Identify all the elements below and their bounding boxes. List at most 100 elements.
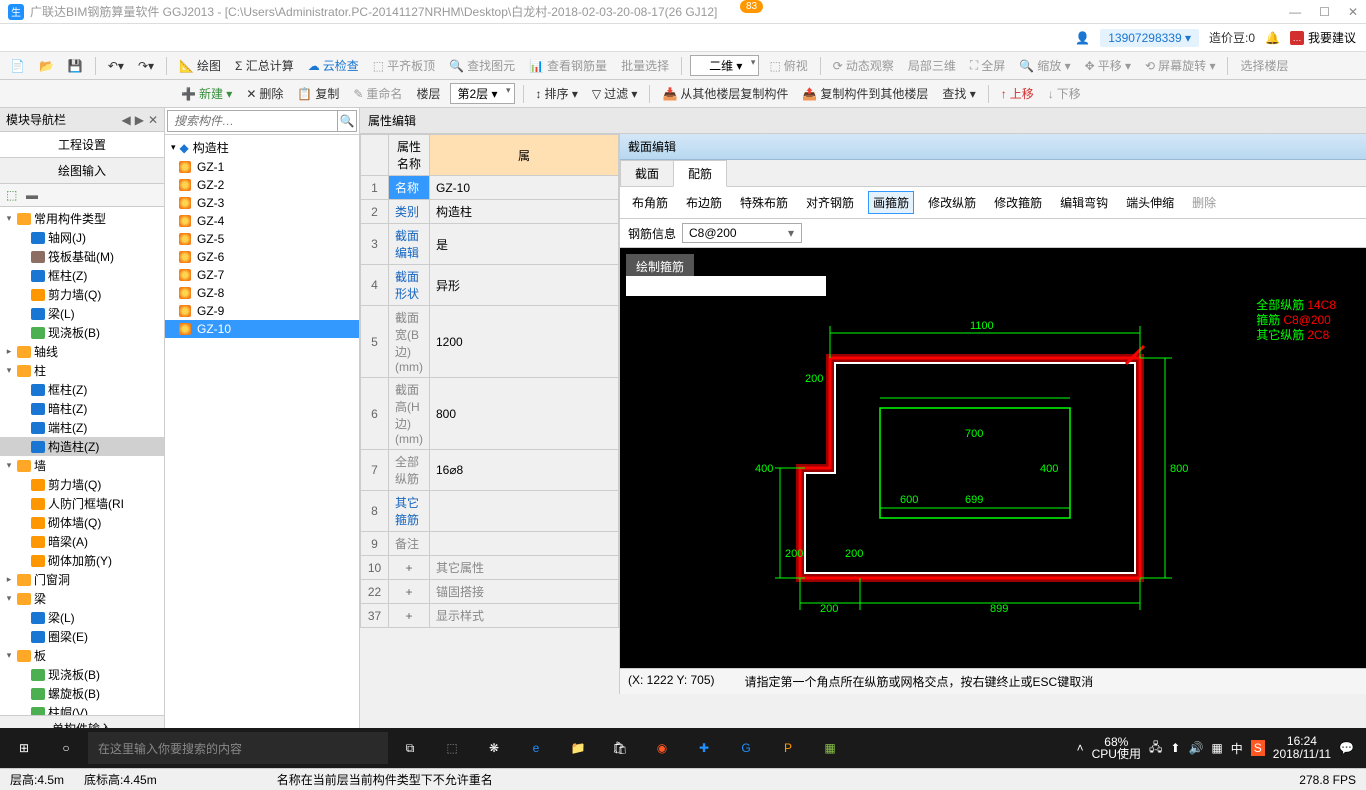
- find-button[interactable]: 🔍查找图元: [445, 55, 519, 76]
- sum-button[interactable]: Σ 汇总计算: [231, 55, 298, 76]
- gz-item[interactable]: GZ-7: [165, 266, 359, 284]
- tree-item[interactable]: 螺旋板(B): [0, 684, 164, 703]
- tree-item[interactable]: ▸门窗洞: [0, 570, 164, 589]
- gz-item[interactable]: GZ-2: [165, 176, 359, 194]
- topview-button[interactable]: ⬚俯视: [765, 55, 811, 76]
- section-tool[interactable]: 画箍筋: [868, 191, 914, 214]
- tree-item[interactable]: 轴网(J): [0, 228, 164, 247]
- tree-item[interactable]: 现浇板(B): [0, 323, 164, 342]
- cortana-icon[interactable]: ○: [46, 730, 86, 766]
- explorer-icon[interactable]: 📁: [558, 730, 598, 766]
- gz-item[interactable]: GZ-3: [165, 194, 359, 212]
- dim-combo[interactable]: 二维 ▾: [690, 55, 759, 76]
- copy-button[interactable]: 📋复制: [293, 83, 343, 104]
- bell-icon[interactable]: 🔔: [1265, 31, 1280, 45]
- select-floor-button[interactable]: 选择楼层: [1236, 55, 1292, 76]
- app-6-icon[interactable]: P: [768, 730, 808, 766]
- section-tool[interactable]: 删除: [1188, 192, 1220, 213]
- rotate-button[interactable]: ⟲屏幕旋转 ▾: [1141, 55, 1219, 76]
- app-2-icon[interactable]: ❋: [474, 730, 514, 766]
- tree-item[interactable]: 现浇板(B): [0, 665, 164, 684]
- ime-icon[interactable]: 中: [1231, 740, 1243, 757]
- pan-button[interactable]: ✥平移 ▾: [1081, 55, 1135, 76]
- new-button[interactable]: ➕新建 ▾: [177, 83, 236, 104]
- save-icon[interactable]: 💾: [64, 57, 87, 75]
- nav-right-icon[interactable]: ▶: [135, 113, 144, 127]
- tree-item[interactable]: 砌体加筋(Y): [0, 551, 164, 570]
- tree-item[interactable]: 梁(L): [0, 304, 164, 323]
- gz-item[interactable]: GZ-10: [165, 320, 359, 338]
- new-file-icon[interactable]: 📄: [6, 57, 29, 75]
- app-7-icon[interactable]: ▦: [810, 730, 850, 766]
- delete-button[interactable]: ✕删除: [242, 83, 287, 104]
- edge-icon[interactable]: e: [516, 730, 556, 766]
- taskbar-search[interactable]: 在这里输入你要搜索的内容: [88, 732, 388, 764]
- minimize-button[interactable]: —: [1289, 5, 1301, 19]
- tree-item[interactable]: 剪力墙(Q): [0, 475, 164, 494]
- dyn-observe-button[interactable]: ⟳动态观察: [829, 55, 898, 76]
- section-canvas[interactable]: 绘制箍筋 全部纵筋 14C8 箍筋 C8@200 其它纵筋 2C8: [620, 248, 1366, 668]
- gz-item[interactable]: GZ-9: [165, 302, 359, 320]
- tree-item[interactable]: ▸轴线: [0, 342, 164, 361]
- tray-icon-3[interactable]: ▦: [1211, 741, 1222, 755]
- clock[interactable]: 16:242018/11/11: [1273, 735, 1331, 761]
- proj-settings-tab[interactable]: 工程设置: [0, 132, 164, 158]
- section-tool[interactable]: 布角筋: [628, 192, 672, 213]
- section-tool[interactable]: 布边筋: [682, 192, 726, 213]
- section-tool[interactable]: 修改箍筋: [990, 192, 1046, 213]
- steel-info-input[interactable]: [682, 223, 802, 243]
- taskview-icon[interactable]: ⧉: [390, 730, 430, 766]
- section-tab[interactable]: 截面: [620, 160, 674, 186]
- suggest-button[interactable]: …我要建议: [1290, 29, 1356, 46]
- nav-icon-1[interactable]: ⬚: [6, 188, 20, 202]
- maximize-button[interactable]: ☐: [1319, 5, 1330, 19]
- open-icon[interactable]: 📂: [35, 57, 58, 75]
- tree-item[interactable]: 筏板基础(M): [0, 247, 164, 266]
- close-button[interactable]: ✕: [1348, 5, 1358, 19]
- redo-icon[interactable]: ↷▾: [134, 57, 158, 75]
- gz-item[interactable]: GZ-6: [165, 248, 359, 266]
- section-tool[interactable]: 对齐钢筋: [802, 192, 858, 213]
- move-down-button[interactable]: ↓下移: [1044, 83, 1085, 104]
- dropdown-icon[interactable]: ▾: [788, 226, 794, 240]
- section-tool[interactable]: 编辑弯钩: [1056, 192, 1112, 213]
- view-steel-button[interactable]: 📊查看钢筋量: [525, 55, 611, 76]
- floor-combo[interactable]: 第2层 ▾: [450, 83, 514, 104]
- nav-close-icon[interactable]: ✕: [148, 113, 158, 127]
- tree-item[interactable]: ▾梁: [0, 589, 164, 608]
- store-icon[interactable]: 🛍: [600, 730, 640, 766]
- flat-button[interactable]: ⬚平齐板顶: [369, 55, 439, 76]
- local3d-button[interactable]: 局部三维: [904, 55, 960, 76]
- sort-button[interactable]: ↕排序 ▾: [532, 83, 582, 104]
- gz-item[interactable]: GZ-8: [165, 284, 359, 302]
- volume-icon[interactable]: 🔊: [1188, 741, 1203, 755]
- cpu-meter[interactable]: 68%CPU使用: [1092, 736, 1141, 760]
- section-tool[interactable]: 特殊布筋: [736, 192, 792, 213]
- tree-item[interactable]: 人防门框墙(RI: [0, 494, 164, 513]
- app-4-icon[interactable]: ✚: [684, 730, 724, 766]
- draw-button[interactable]: 📐绘图: [175, 55, 225, 76]
- batch-button[interactable]: 批量选择: [617, 55, 673, 76]
- copy-from-button[interactable]: 📥从其他楼层复制构件: [658, 83, 792, 104]
- section-tool[interactable]: 端头伸缩: [1122, 192, 1178, 213]
- undo-icon[interactable]: ↶▾: [104, 57, 128, 75]
- tree-item[interactable]: 砌体墙(Q): [0, 513, 164, 532]
- move-up-button[interactable]: ↑上移: [997, 83, 1038, 104]
- tree-item[interactable]: ▾常用构件类型: [0, 209, 164, 228]
- tree-item[interactable]: 端柱(Z): [0, 418, 164, 437]
- user-dropdown[interactable]: 13907298339 ▾: [1100, 29, 1199, 47]
- gz-item[interactable]: GZ-1: [165, 158, 359, 176]
- app-1-icon[interactable]: ⬚: [432, 730, 472, 766]
- start-button[interactable]: ⊞: [4, 730, 44, 766]
- tree-item[interactable]: 框柱(Z): [0, 380, 164, 399]
- fullscreen-button[interactable]: ⛶全屏: [966, 55, 1009, 76]
- tree-item[interactable]: 框柱(Z): [0, 266, 164, 285]
- search-button[interactable]: 查找 ▾: [938, 83, 979, 104]
- tray-icon-4[interactable]: S: [1251, 740, 1265, 756]
- notif-icon[interactable]: 💬: [1339, 741, 1354, 755]
- app-3-icon[interactable]: ◉: [642, 730, 682, 766]
- section-tool[interactable]: 修改纵筋: [924, 192, 980, 213]
- tray-icon-2[interactable]: ⬆: [1170, 741, 1180, 755]
- rename-button[interactable]: ✎重命名: [349, 83, 406, 104]
- tree-item[interactable]: ▾板: [0, 646, 164, 665]
